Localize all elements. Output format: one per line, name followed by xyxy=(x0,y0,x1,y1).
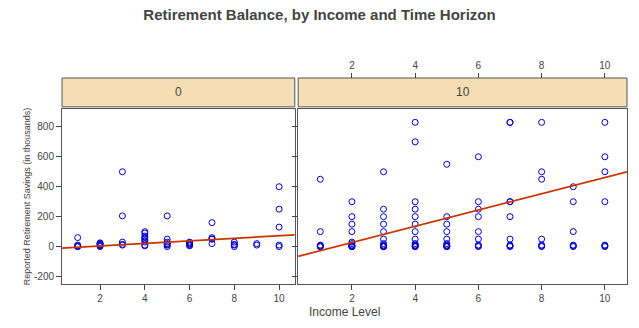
svg-text:200: 200 xyxy=(37,211,54,222)
svg-text:8: 8 xyxy=(539,293,545,304)
svg-text:2: 2 xyxy=(349,293,355,304)
svg-text:800: 800 xyxy=(37,121,54,132)
svg-text:10: 10 xyxy=(456,85,470,99)
svg-text:2: 2 xyxy=(97,293,103,304)
svg-text:Reported Retirement Savings (i: Reported Retirement Savings (in thousand… xyxy=(22,108,32,286)
svg-text:2: 2 xyxy=(349,60,355,71)
svg-text:4: 4 xyxy=(412,293,418,304)
svg-text:600: 600 xyxy=(37,151,54,162)
svg-text:8: 8 xyxy=(539,60,545,71)
svg-text:10: 10 xyxy=(274,293,286,304)
svg-text:400: 400 xyxy=(37,181,54,192)
svg-text:Retirement Balance, by Income: Retirement Balance, by Income and Time H… xyxy=(143,6,495,23)
svg-text:6: 6 xyxy=(476,293,482,304)
svg-text:4: 4 xyxy=(412,60,418,71)
svg-text:10: 10 xyxy=(599,60,611,71)
svg-text:-200: -200 xyxy=(34,271,54,282)
svg-text:6: 6 xyxy=(476,60,482,71)
svg-text:10: 10 xyxy=(599,293,611,304)
svg-text:8: 8 xyxy=(232,293,238,304)
svg-text:4: 4 xyxy=(142,293,148,304)
svg-text:Income Level: Income Level xyxy=(309,305,380,319)
svg-text:0: 0 xyxy=(175,85,182,99)
svg-text:6: 6 xyxy=(187,293,193,304)
svg-text:0: 0 xyxy=(48,241,54,252)
